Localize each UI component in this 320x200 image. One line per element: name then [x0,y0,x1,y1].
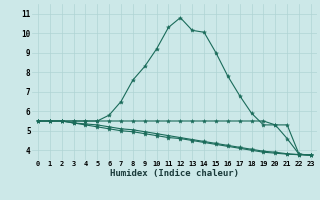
X-axis label: Humidex (Indice chaleur): Humidex (Indice chaleur) [110,169,239,178]
